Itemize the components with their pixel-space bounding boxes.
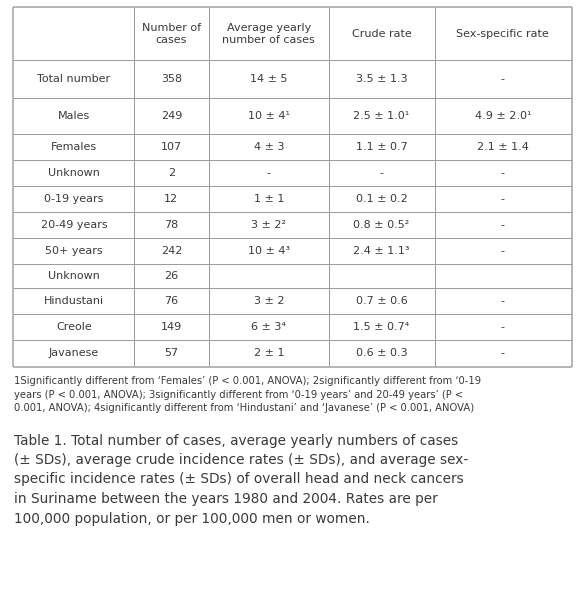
- Text: 3.5 ± 1.3: 3.5 ± 1.3: [356, 74, 408, 84]
- Text: Table 1. Total number of cases, average yearly numbers of cases
(± SDs), average: Table 1. Total number of cases, average …: [14, 434, 468, 525]
- Text: Hindustani: Hindustani: [44, 296, 104, 306]
- Text: 12: 12: [164, 194, 178, 204]
- Text: 107: 107: [161, 142, 182, 152]
- Text: Crude rate: Crude rate: [352, 29, 412, 39]
- Text: -: -: [501, 322, 505, 332]
- Text: 20-49 years: 20-49 years: [41, 220, 107, 230]
- Text: 0.7 ± 0.6: 0.7 ± 0.6: [356, 296, 408, 306]
- Text: 2: 2: [168, 168, 175, 178]
- Text: Number of
cases: Number of cases: [142, 23, 201, 45]
- Text: 249: 249: [161, 111, 182, 121]
- Text: 149: 149: [161, 322, 182, 332]
- Text: Females: Females: [51, 142, 97, 152]
- Text: 1Significantly different from ‘Females’ (P < 0.001, ANOVA); 2significantly diffe: 1Significantly different from ‘Females’ …: [14, 376, 481, 413]
- Text: Average yearly
number of cases: Average yearly number of cases: [223, 23, 315, 45]
- Text: -: -: [380, 168, 384, 178]
- Text: Unknown: Unknown: [48, 168, 100, 178]
- Text: 2.4 ± 1.1³: 2.4 ± 1.1³: [353, 246, 410, 256]
- Text: 3 ± 2²: 3 ± 2²: [251, 220, 286, 230]
- Text: Males: Males: [58, 111, 90, 121]
- Text: 57: 57: [164, 348, 178, 358]
- Text: -: -: [501, 74, 505, 84]
- Text: 26: 26: [164, 271, 178, 281]
- Text: -: -: [501, 168, 505, 178]
- Text: -: -: [501, 296, 505, 306]
- Text: -: -: [501, 246, 505, 256]
- Text: 10 ± 4¹: 10 ± 4¹: [248, 111, 290, 121]
- Text: -: -: [501, 194, 505, 204]
- Text: 0.8 ± 0.5²: 0.8 ± 0.5²: [353, 220, 410, 230]
- Text: -: -: [501, 348, 505, 358]
- Text: Unknown: Unknown: [48, 271, 100, 281]
- Text: Creole: Creole: [56, 322, 92, 332]
- Text: -: -: [267, 168, 271, 178]
- Text: Total number: Total number: [37, 74, 110, 84]
- Text: 1.1 ± 0.7: 1.1 ± 0.7: [356, 142, 408, 152]
- Text: 0-19 years: 0-19 years: [44, 194, 104, 204]
- Text: -: -: [501, 220, 505, 230]
- Text: 242: 242: [161, 246, 182, 256]
- Text: 1.5 ± 0.7⁴: 1.5 ± 0.7⁴: [353, 322, 410, 332]
- Text: 10 ± 4³: 10 ± 4³: [248, 246, 290, 256]
- Text: 2 ± 1: 2 ± 1: [254, 348, 284, 358]
- Text: 358: 358: [161, 74, 182, 84]
- Text: 0.1 ± 0.2: 0.1 ± 0.2: [356, 194, 408, 204]
- Text: 2.5 ± 1.0¹: 2.5 ± 1.0¹: [353, 111, 410, 121]
- Text: 76: 76: [164, 296, 178, 306]
- Text: Javanese: Javanese: [49, 348, 99, 358]
- Text: Sex-specific rate: Sex-specific rate: [456, 29, 549, 39]
- Text: 6 ± 3⁴: 6 ± 3⁴: [251, 322, 286, 332]
- Text: 4.9 ± 2.0¹: 4.9 ± 2.0¹: [475, 111, 531, 121]
- Text: 3 ± 2: 3 ± 2: [254, 296, 284, 306]
- Text: 50+ years: 50+ years: [45, 246, 103, 256]
- Text: 4 ± 3: 4 ± 3: [254, 142, 284, 152]
- Text: 0.6 ± 0.3: 0.6 ± 0.3: [356, 348, 408, 358]
- Text: 78: 78: [164, 220, 178, 230]
- Text: 1 ± 1: 1 ± 1: [254, 194, 284, 204]
- Text: 2.1 ± 1.4: 2.1 ± 1.4: [477, 142, 529, 152]
- Text: 14 ± 5: 14 ± 5: [250, 74, 287, 84]
